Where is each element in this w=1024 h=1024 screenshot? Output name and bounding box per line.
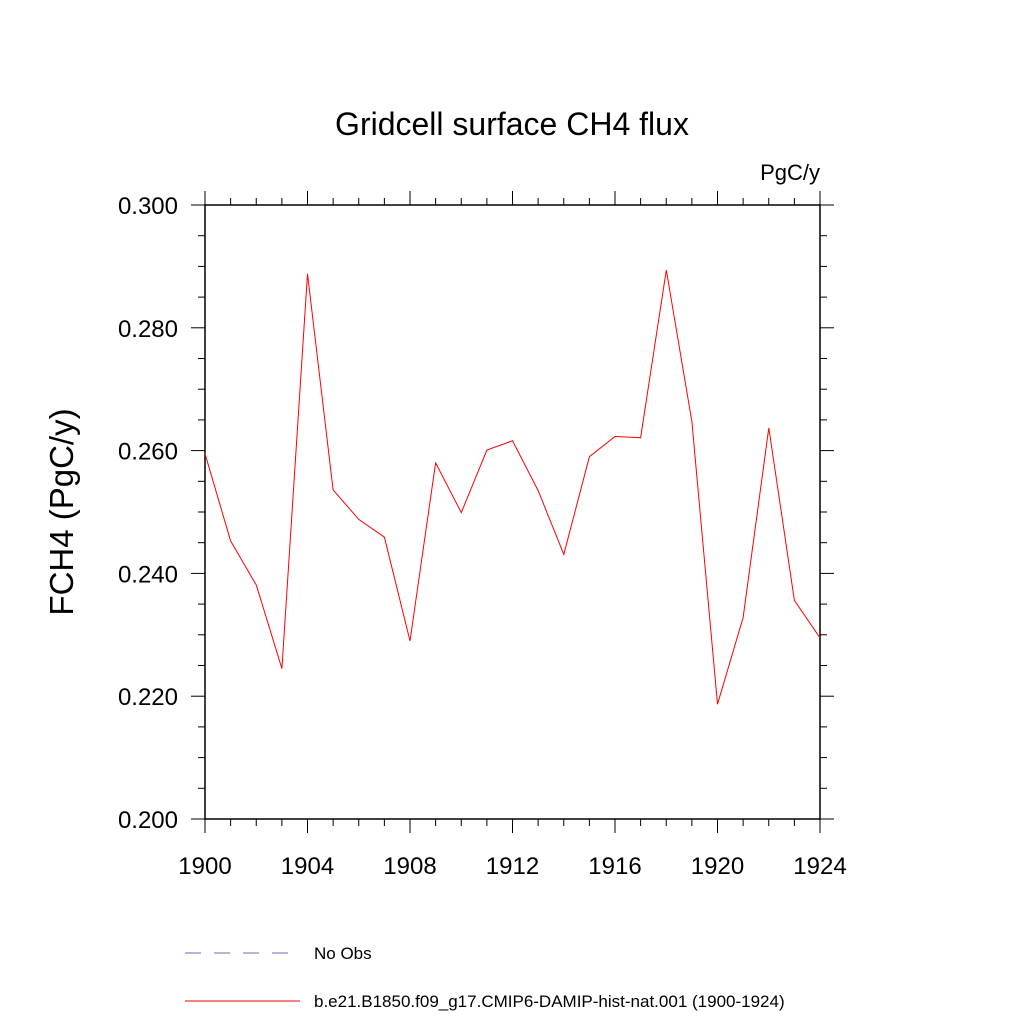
y-tick-label: 0.240 — [118, 561, 178, 588]
y-axis-label: FCH4 (PgC/y) — [43, 408, 80, 615]
x-tick-label: 1908 — [383, 853, 436, 880]
chart-title: Gridcell surface CH4 flux — [335, 106, 689, 142]
y-tick-label: 0.220 — [118, 684, 178, 711]
units-label: PgC/y — [760, 160, 820, 185]
axis-tick-labels: 1900 1904 1908 1912 1916 1920 1924 0.200 0.220 0.… — [118, 193, 847, 880]
legend-label-model: b.e21.B1850.f09_g17.CMIP6-DAMIP-hist-nat… — [314, 992, 785, 1011]
series-line — [204, 270, 821, 705]
x-tick-label: 1900 — [178, 853, 231, 880]
y-tick-label: 0.280 — [118, 316, 178, 343]
axis-ticks — [191, 191, 834, 833]
x-tick-label: 1904 — [281, 853, 334, 880]
series-layer — [204, 270, 821, 705]
y-tick-label: 0.260 — [118, 439, 178, 466]
legend: No Obs b.e21.B1850.f09_g17.CMIP6-DAMIP-h… — [185, 944, 785, 1011]
x-tick-label: 1920 — [691, 853, 744, 880]
legend-label-no-obs: No Obs — [314, 944, 372, 963]
y-tick-label: 0.300 — [118, 193, 178, 220]
y-tick-label: 0.200 — [118, 807, 178, 834]
x-tick-label: 1912 — [486, 853, 539, 880]
x-tick-label: 1916 — [588, 853, 641, 880]
x-tick-label: 1924 — [793, 853, 846, 880]
plot-frame — [204, 204, 821, 820]
